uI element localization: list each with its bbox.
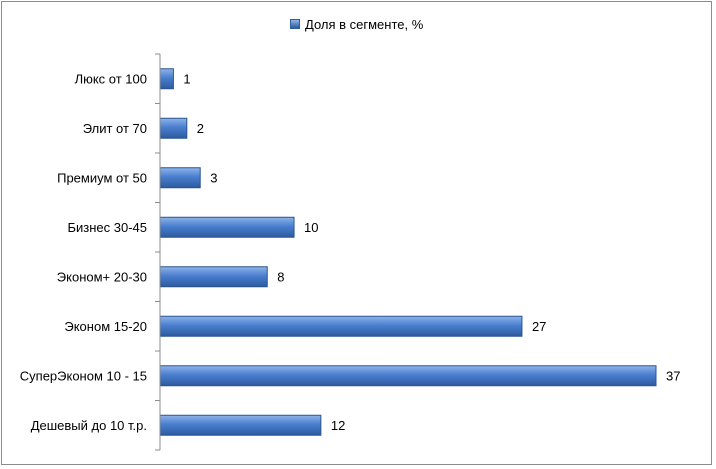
value-label: 37 [666, 368, 680, 383]
bar [159, 167, 201, 189]
value-label: 2 [197, 121, 204, 136]
bar [159, 216, 295, 238]
category-label: Премиум от 50 [57, 170, 147, 185]
value-label: 1 [183, 71, 190, 86]
value-label: 8 [277, 269, 284, 284]
legend-label: Доля в сегменте, % [305, 16, 424, 32]
bar [159, 117, 188, 139]
category-label: Бизнес 30-45 [67, 220, 147, 235]
category-label: Элит от 70 [83, 121, 147, 136]
bar [159, 266, 268, 288]
category-label: Люкс от 100 [75, 71, 147, 86]
bars-layer [159, 68, 657, 436]
ticks-layer [155, 53, 160, 451]
legend: Доля в сегменте, % [290, 14, 423, 34]
category-label: Эконом+ 20-30 [57, 269, 147, 284]
bar [159, 365, 657, 387]
bar [159, 414, 322, 436]
category-label: Эконом 15-20 [64, 319, 147, 334]
value-label: 10 [304, 220, 318, 235]
category-labels: Люкс от 100 Элит от 70 Премиум от 50 Бизнес… [20, 71, 147, 433]
bar [159, 68, 174, 90]
value-label: 3 [210, 170, 217, 185]
category-label: Дешевый до 10 т.р. [31, 418, 147, 433]
category-label: СуперЭконом 10 - 15 [20, 368, 147, 383]
value-label: 27 [532, 319, 546, 334]
bar [159, 315, 523, 337]
value-label: 12 [331, 418, 345, 433]
legend-swatch [290, 19, 300, 29]
